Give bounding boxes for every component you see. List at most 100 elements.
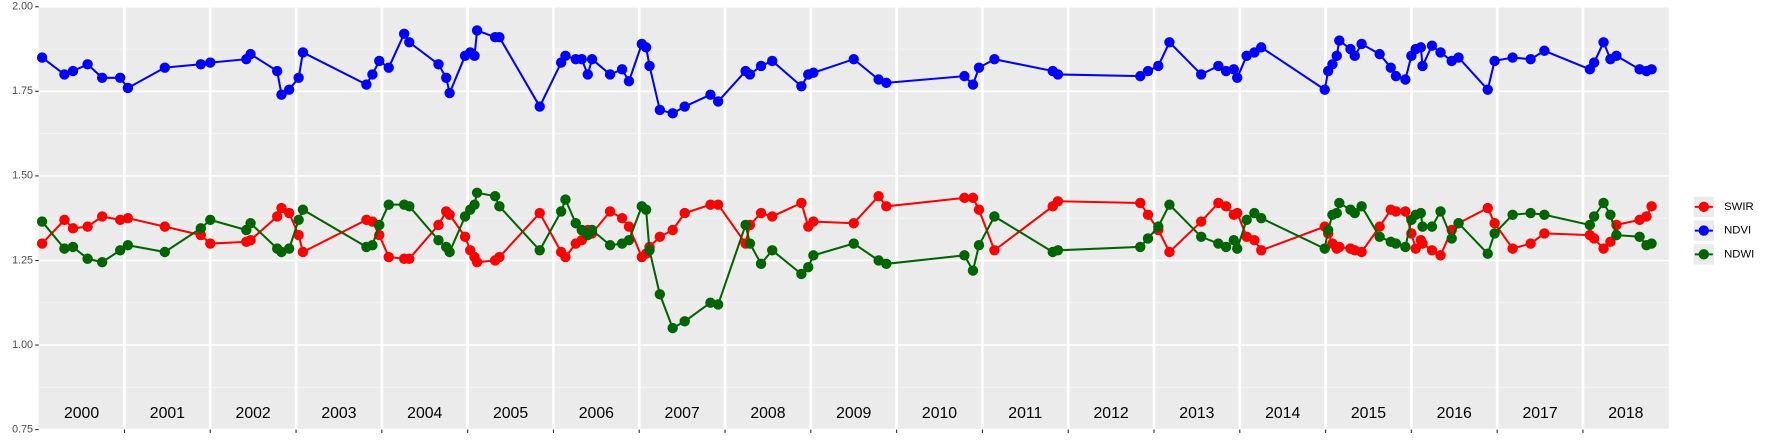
point [276,202,287,214]
point [1525,54,1536,65]
legend: SWIR NDVI NDWI [1693,196,1754,265]
point [705,297,716,308]
point [1611,229,1622,241]
point [293,229,304,241]
point [1426,40,1438,51]
point [1220,201,1232,212]
point [1605,236,1616,248]
point [640,42,652,53]
point [1482,248,1493,259]
year-label: 2011 [1008,405,1042,422]
point [433,219,444,231]
y-tick-label: 2.00 [12,1,33,13]
point [1331,207,1342,219]
point [881,258,892,270]
point [973,62,985,73]
point [644,245,655,256]
y-tick-label: 1.75 [12,85,33,97]
point [1489,218,1500,229]
point [1153,60,1164,72]
point [469,199,480,210]
point [1400,241,1411,253]
y-tick-label: 1.00 [12,339,33,351]
point [245,218,256,229]
point [1164,37,1175,48]
point [881,201,892,212]
point [1605,209,1616,220]
point [283,84,295,95]
point [534,207,545,219]
year-label: 2009 [836,405,871,422]
point [1228,64,1239,75]
point [398,28,410,40]
point [82,221,93,232]
point [1374,48,1385,60]
point [1374,231,1385,242]
point [1646,238,1657,249]
point [873,190,884,202]
year-label: 2006 [579,405,614,422]
point [1588,57,1600,68]
point [205,214,216,226]
point [989,54,1000,65]
point [1641,211,1652,222]
point [1426,221,1438,232]
point [494,32,505,43]
legend-label: NDWI [1724,248,1754,260]
legend-dot [1698,249,1710,260]
point [679,101,690,112]
point [1195,216,1207,227]
point [712,199,724,210]
point [459,231,471,242]
point [1588,211,1600,222]
point [796,268,807,280]
point [404,253,415,264]
year-label: 2004 [407,405,442,422]
point [667,108,678,119]
year-label: 2005 [493,405,528,422]
point [1232,243,1243,254]
y-tick-label: 0.75 [12,423,33,435]
point [808,67,819,78]
point [122,240,134,251]
point [604,69,616,80]
point [667,322,678,334]
point [796,81,807,92]
point [803,262,814,273]
point [489,190,501,202]
point [444,87,455,99]
point [705,199,716,210]
point [712,96,724,107]
point [616,64,628,75]
point [1153,221,1164,232]
point [1195,231,1207,242]
point [159,62,170,73]
point [1390,206,1402,217]
point [616,212,628,224]
point [1489,228,1500,239]
point [1256,245,1267,256]
point [494,251,505,263]
point [1232,207,1243,219]
point [576,54,587,65]
point [114,72,126,84]
point [1390,238,1402,249]
point [755,207,767,219]
point [1598,197,1609,209]
year-label: 2018 [1608,405,1643,422]
point [1327,59,1338,70]
point [623,234,635,246]
point [1135,70,1146,82]
point [1598,37,1609,48]
point [67,241,79,253]
year-label: 2008 [750,405,785,422]
point [1539,228,1550,239]
point [1390,70,1402,82]
year-label: 2012 [1094,405,1129,422]
point [654,289,666,300]
point [1220,241,1232,253]
point [808,250,819,261]
point [1142,233,1154,244]
point [967,192,979,204]
point [967,79,979,90]
